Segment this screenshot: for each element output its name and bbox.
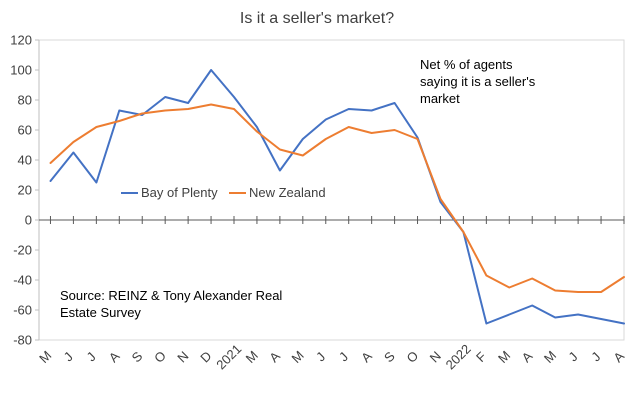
legend: Bay of Plenty New Zealand: [121, 185, 326, 200]
y-tick-label: 80: [18, 93, 32, 108]
y-tick-label: 120: [10, 33, 32, 48]
y-tick-label: -20: [13, 243, 32, 258]
annotation-source-line-2: Estate Survey: [60, 305, 141, 320]
y-tick-label: 40: [18, 153, 32, 168]
annotation-net-line-1: Net % of agents: [420, 57, 513, 72]
series-group: [49, 69, 625, 325]
y-tick-label: 100: [10, 63, 32, 78]
y-tick-label: -40: [13, 273, 32, 288]
source-annotation: Source: REINZ & Tony Alexander Real Esta…: [60, 288, 282, 320]
y-tick-label: 20: [18, 183, 32, 198]
series-line-new-zealand: [49, 103, 625, 293]
y-tick-label: -60: [13, 303, 32, 318]
y-tick-label: -80: [13, 333, 32, 348]
y-tick-label: 0: [25, 213, 32, 228]
chart-title: Is it a seller's market?: [240, 10, 394, 27]
annotation-net-line-2: saying it is a seller's: [420, 74, 536, 89]
y-tick-label: 60: [18, 123, 32, 138]
y-axis: 120 100 80 60 40 20 0 -20 -40 -60 -80: [10, 33, 39, 348]
annotation-net-line-3: market: [420, 91, 460, 106]
legend-label-bay-of-plenty: Bay of Plenty: [141, 185, 218, 200]
legend-label-new-zealand: New Zealand: [249, 185, 326, 200]
net-annotation: Net % of agents saying it is a seller's …: [420, 57, 536, 106]
annotation-source-line-1: Source: REINZ & Tony Alexander Real: [60, 288, 282, 303]
